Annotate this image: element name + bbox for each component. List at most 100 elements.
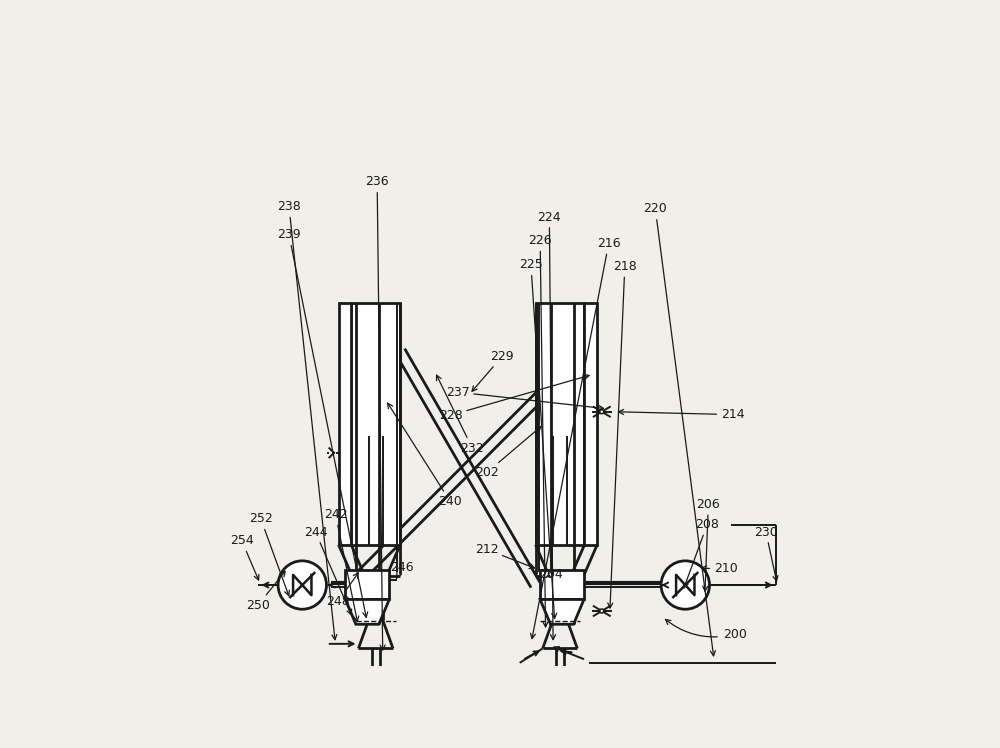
Point [565, 380, 581, 392]
Point [556, 465, 572, 476]
Point [376, 464, 392, 476]
Point [564, 515, 580, 527]
Point [555, 304, 571, 316]
Point [553, 459, 569, 471]
Point [566, 441, 582, 453]
Point [368, 373, 384, 384]
Point [567, 396, 583, 408]
Point [539, 333, 555, 345]
Point [545, 354, 561, 366]
Point [366, 482, 382, 494]
Point [361, 504, 377, 516]
Point [355, 491, 371, 503]
Point [542, 388, 558, 400]
Point [361, 323, 377, 335]
Point [548, 410, 564, 422]
Point [357, 521, 373, 533]
Point [379, 479, 395, 491]
Point [354, 364, 370, 376]
Point [556, 373, 572, 384]
Point [548, 483, 564, 495]
Point [561, 349, 577, 361]
Point [561, 387, 577, 399]
Point [545, 522, 561, 534]
Point [551, 334, 567, 346]
Point [370, 346, 386, 358]
Point [538, 393, 554, 405]
Point [379, 466, 395, 478]
Point [356, 393, 372, 405]
Point [378, 506, 394, 518]
Point [380, 344, 396, 356]
Point [381, 423, 397, 435]
Point [536, 358, 552, 370]
Point [566, 308, 582, 320]
Point [549, 323, 565, 335]
Point [354, 467, 370, 479]
Point [384, 479, 400, 491]
Point [372, 338, 388, 350]
Point [573, 506, 589, 518]
Point [551, 396, 567, 408]
Point [348, 340, 364, 352]
Point [387, 499, 403, 511]
Point [554, 475, 570, 487]
Point [378, 493, 394, 505]
Point [381, 429, 397, 441]
Point [543, 506, 559, 518]
Point [362, 506, 378, 518]
Point [365, 490, 381, 502]
Point [377, 401, 393, 413]
Point [384, 422, 400, 434]
Point [559, 373, 575, 384]
Point [385, 329, 401, 341]
Point [367, 437, 383, 449]
Point [574, 328, 590, 340]
Point [560, 431, 576, 443]
Point [566, 518, 582, 530]
Point [566, 336, 582, 348]
Bar [584, 303, 597, 545]
Point [359, 511, 375, 523]
Point [373, 521, 389, 533]
Point [349, 307, 365, 319]
Point [548, 381, 564, 393]
Point [561, 404, 577, 416]
Point [558, 389, 574, 401]
Point [365, 475, 381, 487]
Point [541, 331, 557, 343]
Point [533, 434, 549, 446]
Point [541, 450, 557, 462]
Point [574, 399, 590, 411]
Point [540, 352, 556, 364]
Point [355, 381, 371, 393]
Point [564, 301, 580, 313]
Point [350, 433, 366, 445]
Point [362, 405, 378, 417]
Point [384, 307, 400, 319]
Point [350, 521, 366, 533]
Point [551, 416, 567, 428]
Point [364, 470, 380, 482]
Point [387, 494, 403, 506]
Point [551, 357, 567, 369]
Point [557, 536, 573, 548]
Point [367, 502, 383, 514]
Point [365, 399, 381, 411]
Point [539, 503, 555, 515]
Point [365, 337, 381, 349]
Point [389, 328, 405, 340]
Point [539, 343, 555, 355]
Point [540, 412, 556, 424]
Point [544, 323, 560, 335]
Point [556, 533, 572, 545]
Point [359, 402, 375, 414]
Point [387, 301, 403, 313]
Point [347, 455, 363, 467]
Point [381, 319, 397, 331]
Point [541, 349, 557, 361]
Point [348, 362, 364, 374]
Point [389, 378, 405, 390]
Point [377, 378, 393, 390]
Point [539, 370, 555, 381]
